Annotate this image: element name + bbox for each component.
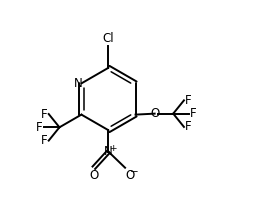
Text: F: F [190,107,196,120]
Text: F: F [185,94,191,107]
Text: F: F [36,121,43,134]
Text: O: O [150,107,159,120]
Text: F: F [185,120,191,133]
Text: −: − [130,167,139,177]
Text: O: O [125,169,135,182]
Text: F: F [41,108,48,121]
Text: Cl: Cl [103,32,114,45]
Text: F: F [41,134,48,147]
Text: N: N [104,145,113,158]
Text: O: O [89,169,99,182]
Text: N: N [73,77,82,90]
Text: +: + [109,144,116,153]
